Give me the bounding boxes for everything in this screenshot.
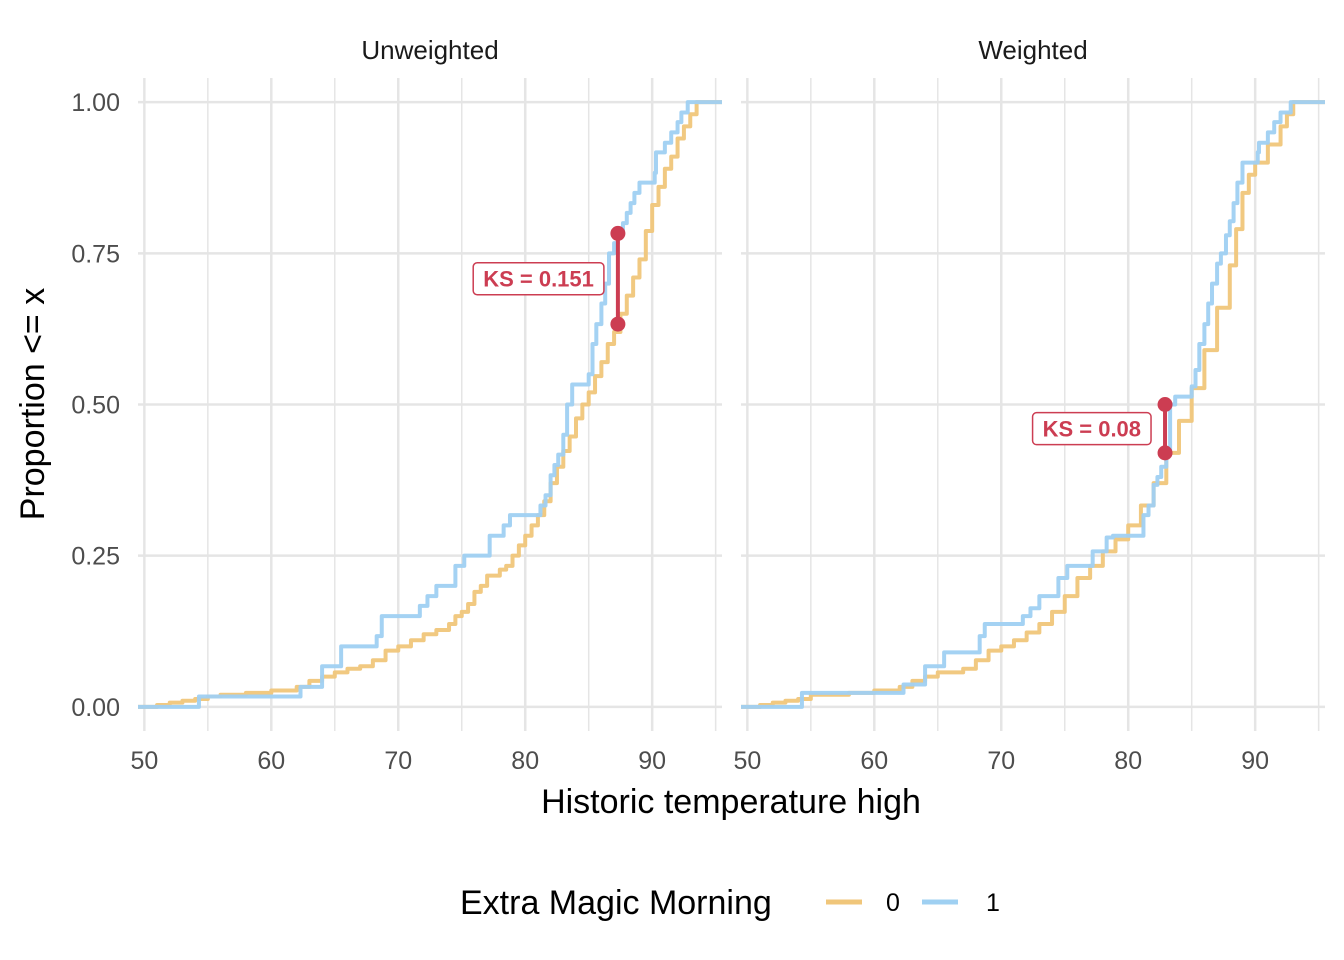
x-tick-label: 60 [860,747,888,775]
ecdf-line-0 [138,100,722,709]
legend-label-0: 0 [886,889,900,917]
ks-label-box [1031,411,1152,446]
x-tick-label: 80 [511,747,539,775]
y-tick-label: 0.50 [71,392,120,420]
ks-label-box [472,261,605,296]
x-tick-label: 70 [384,747,412,775]
y-tick-label: 0.00 [71,694,120,722]
ks-label: KS = 0.151 [483,267,594,292]
panel-weighted: Weighted KS = 0.08 50 60 70 80 90 [733,35,1325,775]
y-axis-ticks: 0.00 0.25 0.50 0.75 1.00 [71,89,120,722]
legend: Extra Magic Morning 0 1 [460,884,1000,922]
legend-label-1: 1 [986,889,1000,917]
ks-point-low [1157,445,1173,461]
ks-point-high [1157,397,1173,412]
y-axis-title: Proportion <= x [14,288,52,520]
x-tick-label: 50 [130,747,158,775]
x-tick-label: 80 [1114,747,1142,775]
y-tick-label: 0.25 [71,543,120,571]
ecdf-line-1 [138,100,722,709]
y-tick-label: 0.75 [71,240,120,268]
legend-title: Extra Magic Morning [460,884,772,922]
y-tick-label: 1.00 [71,89,120,117]
x-tick-label: 60 [257,747,285,775]
x-tick-label: 50 [733,747,761,775]
ecdf-line-0 [741,100,1325,709]
ks-label: KS = 0.08 [1043,417,1141,442]
ks-point-high [610,225,626,241]
x-tick-label: 90 [638,747,666,775]
panel-title-unweighted: Unweighted [361,35,498,65]
panel-unweighted: Unweighted KS = 0.151 50 60 70 80 90 [130,35,722,775]
x-tick-label: 70 [987,747,1015,775]
x-axis-title: Historic temperature high [541,783,921,821]
panel-title-weighted: Weighted [978,35,1087,65]
ecdf-line-1 [741,100,1325,709]
ks-point-low [610,316,626,332]
x-tick-label: 90 [1241,747,1269,775]
